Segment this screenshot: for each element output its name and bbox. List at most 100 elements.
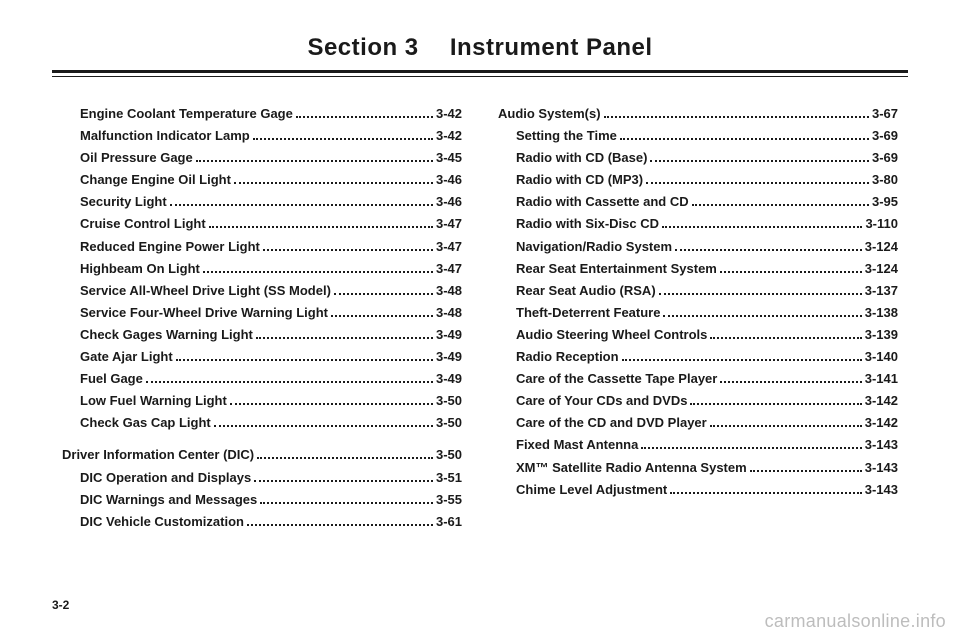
toc-leader-dots <box>230 403 433 405</box>
toc-entry-page: 3-51 <box>436 467 462 489</box>
toc-entry-page: 3-67 <box>872 103 898 125</box>
toc-entry-label: Setting the Time <box>516 125 617 147</box>
toc-entry-label: Malfunction Indicator Lamp <box>80 125 250 147</box>
toc-entry-page: 3-143 <box>865 457 898 479</box>
toc-entry-label: Care of the CD and DVD Player <box>516 412 707 434</box>
toc-leader-dots <box>670 492 862 494</box>
toc-leader-dots <box>257 457 433 459</box>
toc-entry: Security Light3-46 <box>62 191 462 213</box>
toc-leader-dots <box>254 480 433 482</box>
toc-entry-label: Theft-Deterrent Feature <box>516 302 660 324</box>
toc-entry-page: 3-139 <box>865 324 898 346</box>
toc-entry: Fixed Mast Antenna3-143 <box>498 434 898 456</box>
toc-entry-page: 3-141 <box>865 368 898 390</box>
toc-entry: DIC Warnings and Messages3-55 <box>62 489 462 511</box>
toc-entry-label: Gate Ajar Light <box>80 346 173 368</box>
toc-leader-dots <box>650 160 869 162</box>
toc-leader-dots <box>710 425 862 427</box>
toc-entry-page: 3-142 <box>865 412 898 434</box>
toc-leader-dots <box>263 249 433 251</box>
toc-leader-dots <box>692 204 869 206</box>
toc-leader-dots <box>334 293 433 295</box>
toc-entry: Setting the Time3-69 <box>498 125 898 147</box>
toc-leader-dots <box>620 138 869 140</box>
toc-entry-label: Highbeam On Light <box>80 258 200 280</box>
toc-entry: Theft-Deterrent Feature3-138 <box>498 302 898 324</box>
toc-entry-page: 3-49 <box>436 346 462 368</box>
toc-entry-page: 3-110 <box>865 213 898 235</box>
toc-entry: Engine Coolant Temperature Gage3-42 <box>62 103 462 125</box>
toc-entry-page: 3-46 <box>436 169 462 191</box>
toc-leader-dots <box>675 249 862 251</box>
toc-entry: Audio System(s)3-67 <box>498 103 898 125</box>
toc-entry-label: Care of the Cassette Tape Player <box>516 368 717 390</box>
toc-entry-label: Service All-Wheel Drive Light (SS Model) <box>80 280 331 302</box>
toc-leader-dots <box>720 271 862 273</box>
toc-column-right: Audio System(s)3-67Setting the Time3-69R… <box>498 103 898 533</box>
toc-entry-label: Fuel Gage <box>80 368 143 390</box>
toc-leader-dots <box>720 381 861 383</box>
toc-entry-page: 3-42 <box>436 103 462 125</box>
toc-entry-label: Fixed Mast Antenna <box>516 434 638 456</box>
toc-entry-label: XM™ Satellite Radio Antenna System <box>516 457 747 479</box>
toc-leader-dots <box>663 315 861 317</box>
toc-entry-page: 3-48 <box>436 302 462 324</box>
manual-page: Section 3 Instrument Panel Engine Coolan… <box>0 0 960 640</box>
toc-entry: Change Engine Oil Light 3-46 <box>62 169 462 191</box>
toc-leader-dots <box>256 337 433 339</box>
toc-leader-dots <box>646 182 869 184</box>
toc-entry-page: 3-137 <box>865 280 898 302</box>
toc-entry-page: 3-47 <box>436 258 462 280</box>
toc-leader-dots <box>622 359 862 361</box>
toc-entry: Low Fuel Warning Light3-50 <box>62 390 462 412</box>
toc-entry: Gate Ajar Light 3-49 <box>62 346 462 368</box>
toc-entry-label: DIC Warnings and Messages <box>80 489 257 511</box>
toc-entry: Radio with Six-Disc CD 3-110 <box>498 213 898 235</box>
section-header: Section 3 Instrument Panel <box>52 34 908 62</box>
toc-entry-page: 3-50 <box>436 444 462 466</box>
toc-entry-label: Radio with CD (Base) <box>516 147 647 169</box>
toc-entry-page: 3-143 <box>865 479 898 501</box>
toc-entry-page: 3-47 <box>436 213 462 235</box>
toc-entry-label: Driver Information Center (DIC) <box>62 444 254 466</box>
toc-entry-page: 3-124 <box>865 236 898 258</box>
toc-leader-dots <box>750 470 862 472</box>
toc-entry-label: Change Engine Oil Light <box>80 169 231 191</box>
toc-entry: Oil Pressure Gage3-45 <box>62 147 462 169</box>
toc-entry: Service Four-Wheel Drive Warning Light3-… <box>62 302 462 324</box>
toc-entry-page: 3-45 <box>436 147 462 169</box>
toc-entry: DIC Vehicle Customization3-61 <box>62 511 462 533</box>
toc-columns: Engine Coolant Temperature Gage3-42Malfu… <box>52 103 908 533</box>
toc-leader-dots <box>247 524 433 526</box>
toc-entry-label: Rear Seat Entertainment System <box>516 258 717 280</box>
toc-leader-dots <box>253 138 433 140</box>
toc-entry-label: Reduced Engine Power Light <box>80 236 260 258</box>
toc-entry-page: 3-42 <box>436 125 462 147</box>
toc-entry-page: 3-69 <box>872 147 898 169</box>
toc-entry: Check Gas Cap Light3-50 <box>62 412 462 434</box>
toc-entry: Service All-Wheel Drive Light (SS Model)… <box>62 280 462 302</box>
section-title: Instrument Panel <box>450 34 653 61</box>
group-gap <box>62 434 462 444</box>
toc-entry-page: 3-80 <box>872 169 898 191</box>
toc-leader-dots <box>690 403 861 405</box>
toc-entry-label: DIC Operation and Displays <box>80 467 251 489</box>
toc-leader-dots <box>214 425 433 427</box>
toc-entry-label: Radio with Six-Disc CD <box>516 213 659 235</box>
header-rule <box>52 70 908 77</box>
toc-leader-dots <box>296 116 433 118</box>
watermark-text: carmanualsonline.info <box>765 611 946 632</box>
toc-leader-dots <box>234 182 433 184</box>
toc-leader-dots <box>209 226 433 228</box>
toc-entry-label: Cruise Control Light <box>80 213 206 235</box>
toc-entry-page: 3-95 <box>872 191 898 213</box>
toc-entry: Radio with CD (Base) 3-69 <box>498 147 898 169</box>
toc-entry-page: 3-48 <box>436 280 462 302</box>
toc-entry: Malfunction Indicator Lamp 3-42 <box>62 125 462 147</box>
toc-leader-dots <box>176 359 433 361</box>
toc-column-left: Engine Coolant Temperature Gage3-42Malfu… <box>62 103 462 533</box>
toc-entry-label: Care of Your CDs and DVDs <box>516 390 687 412</box>
toc-entry: Cruise Control Light 3-47 <box>62 213 462 235</box>
toc-leader-dots <box>331 315 433 317</box>
toc-entry: Rear Seat Entertainment System3-124 <box>498 258 898 280</box>
